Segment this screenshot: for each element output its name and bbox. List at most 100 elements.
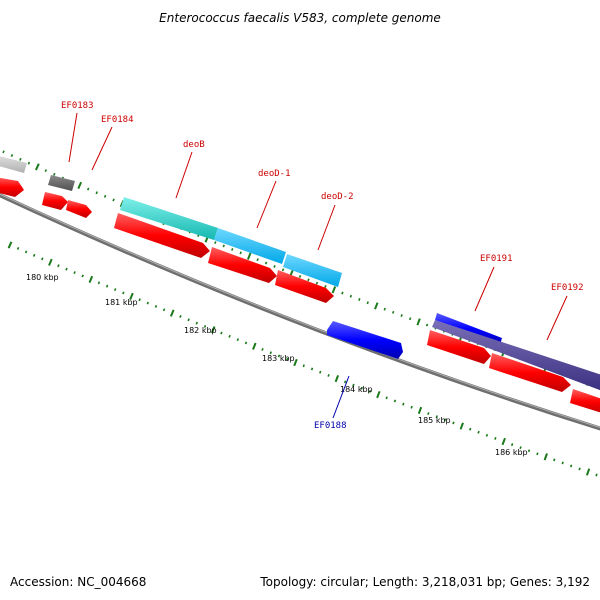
genome-backbone-highlight [0, 193, 600, 428]
scale-tick [427, 412, 430, 415]
gene-arrow [66, 200, 92, 218]
scale-tick [374, 302, 379, 310]
gene-label-ef0192[interactable]: EF0192 [551, 283, 584, 293]
scale-tick [113, 288, 117, 292]
scale-tick [222, 244, 225, 248]
scale-tick [220, 331, 223, 335]
scale-tick [231, 248, 234, 251]
scale-tick [34, 163, 40, 171]
scale-tick [187, 318, 190, 322]
scale-tick [10, 154, 14, 158]
scale-tick [578, 467, 581, 471]
scale-tick [77, 181, 83, 190]
scale-label: 186 kbp [495, 448, 528, 457]
scale-tick [24, 250, 28, 254]
scale-tick [334, 375, 340, 383]
scale-tick [408, 317, 412, 321]
scale-tick [57, 264, 60, 268]
scale-tick [210, 326, 216, 334]
scale-tick [595, 473, 598, 477]
scale-tick [410, 405, 413, 409]
scale-tick [310, 367, 314, 371]
scale-tick [146, 301, 150, 305]
scale-tick [553, 458, 556, 462]
scale-tick [307, 278, 310, 282]
scale-tick [105, 284, 109, 288]
scale-tick [103, 194, 107, 198]
scale-tick [343, 380, 347, 384]
scale-tick [443, 418, 447, 422]
scale-tick [494, 437, 497, 440]
gene-label-deob[interactable]: deoB [183, 140, 205, 150]
feature-block-dark [48, 175, 75, 191]
scale-tick [19, 157, 22, 161]
scale-tick [501, 437, 506, 446]
map-title: Enterococcus faecalis V583, complete gen… [159, 11, 441, 25]
scale-tick [122, 291, 125, 295]
scale-tick [366, 301, 369, 305]
scale-tick [360, 386, 363, 390]
scale-tick [32, 253, 36, 257]
scale-tick [519, 446, 522, 450]
gene-labels[interactable]: EF0183 EF0184 deoB deoD-1 deoD-2 EF0188 … [61, 101, 584, 431]
feature-block-deob [120, 197, 218, 240]
scale-tick [368, 390, 372, 393]
scale-tick [392, 310, 395, 314]
scale-tick [569, 464, 573, 468]
scale-tick [469, 427, 472, 431]
gene-label-ef0184[interactable]: EF0184 [101, 115, 134, 125]
scale-tick [88, 275, 94, 283]
scale-tick [246, 252, 252, 260]
leader-line [332, 375, 350, 419]
scale-tick [319, 370, 322, 374]
scale-tick [169, 309, 175, 317]
scale-label: 182 kbp [184, 326, 217, 335]
gene-arrow [327, 321, 403, 359]
scale-label: 181 kbp [105, 298, 138, 307]
gene-arrow [208, 247, 277, 283]
scale-tick [402, 402, 405, 406]
scale-tick [298, 274, 302, 279]
scale-tick [510, 443, 514, 447]
scale-tick [327, 374, 330, 377]
scale-tick [585, 468, 591, 476]
gene-label-ef0191[interactable]: EF0191 [480, 254, 513, 264]
scale-tick [48, 258, 53, 266]
scale-tick [65, 267, 68, 271]
scale-tick [383, 307, 386, 311]
scale-tick [417, 406, 423, 415]
scale-tick [81, 274, 84, 278]
scale-tick [358, 298, 361, 301]
gene-arrow [275, 270, 334, 303]
genome-backbone [0, 193, 600, 431]
scale-tick [179, 315, 182, 318]
scale-tick [252, 342, 257, 350]
scale-tick [459, 422, 464, 430]
scale-tick [203, 324, 207, 328]
gene-track [0, 177, 600, 413]
scale-tick [154, 305, 158, 308]
leader-line [317, 204, 336, 251]
scale-tick [269, 351, 272, 355]
scale-tick [228, 334, 231, 338]
scale-tick [286, 357, 289, 361]
scale-tick [273, 265, 276, 268]
feature-block-ef0192 [432, 320, 600, 391]
scale-tick [244, 341, 248, 345]
scale-tick [527, 449, 531, 453]
gene-label-ef0183[interactable]: EF0183 [61, 101, 94, 111]
feature-block-grey [0, 156, 27, 173]
leader-line [546, 295, 568, 341]
gene-label-deod2[interactable]: deoD-2 [321, 192, 354, 202]
scale-tick [385, 396, 388, 400]
gene-arrow [114, 213, 210, 258]
genome-summary-text: Topology: circular; Length: 3,218,031 bp… [259, 575, 590, 589]
scale-tick [138, 298, 141, 302]
gene-label-deod1[interactable]: deoD-1 [258, 169, 291, 179]
gene-arrow [570, 389, 600, 413]
scale-tick [352, 383, 355, 387]
leader-line [91, 126, 113, 171]
gene-label-ef0188[interactable]: EF0188 [314, 421, 347, 431]
scale-tick [236, 338, 240, 342]
